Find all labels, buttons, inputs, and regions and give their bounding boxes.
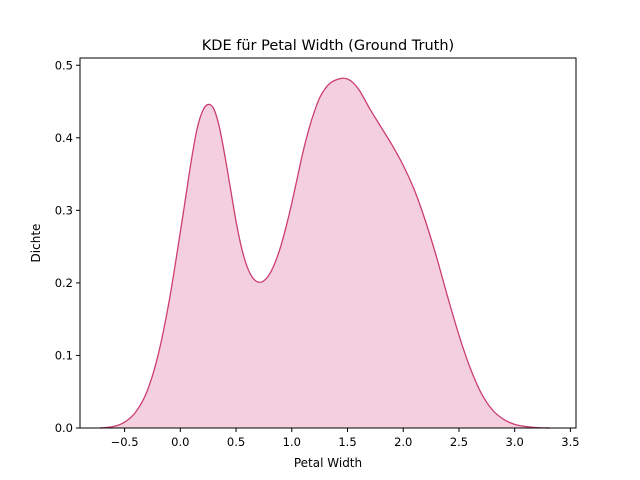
y-tick-label: 0.3 — [55, 203, 73, 217]
plot-frame — [79, 57, 577, 429]
y-tick-label: 0.5 — [55, 58, 73, 72]
kde-line — [99, 77, 551, 429]
x-axis: −0.5 0.0 0.5 1.0 1.5 2.0 2.5 3.0 3.5 — [111, 428, 580, 449]
x-tick-label: 2.0 — [394, 435, 412, 449]
x-tick-label: 0.5 — [227, 435, 245, 449]
y-axis: 0.0 0.1 0.2 0.3 0.4 0.5 — [55, 58, 80, 435]
x-tick-label: −0.5 — [111, 435, 139, 449]
y-tick-label: 0.0 — [55, 421, 73, 435]
y-tick-label: 0.4 — [55, 131, 73, 145]
x-tick-label: 2.5 — [450, 435, 468, 449]
x-tick-label: 0.0 — [171, 435, 189, 449]
plot-area — [99, 77, 551, 429]
y-tick-label: 0.2 — [55, 276, 73, 290]
x-tick-label: 3.0 — [506, 435, 524, 449]
y-axis-label: Dichte — [29, 224, 43, 263]
x-tick-label: 3.5 — [561, 435, 579, 449]
kde-area-fill — [100, 78, 551, 428]
x-tick-label: 1.0 — [283, 435, 301, 449]
x-tick-label: 1.5 — [338, 435, 356, 449]
x-axis-label: Petal Width — [294, 456, 362, 470]
y-tick-label: 0.1 — [55, 348, 73, 362]
chart-title: KDE für Petal Width (Ground Truth) — [202, 38, 454, 54]
